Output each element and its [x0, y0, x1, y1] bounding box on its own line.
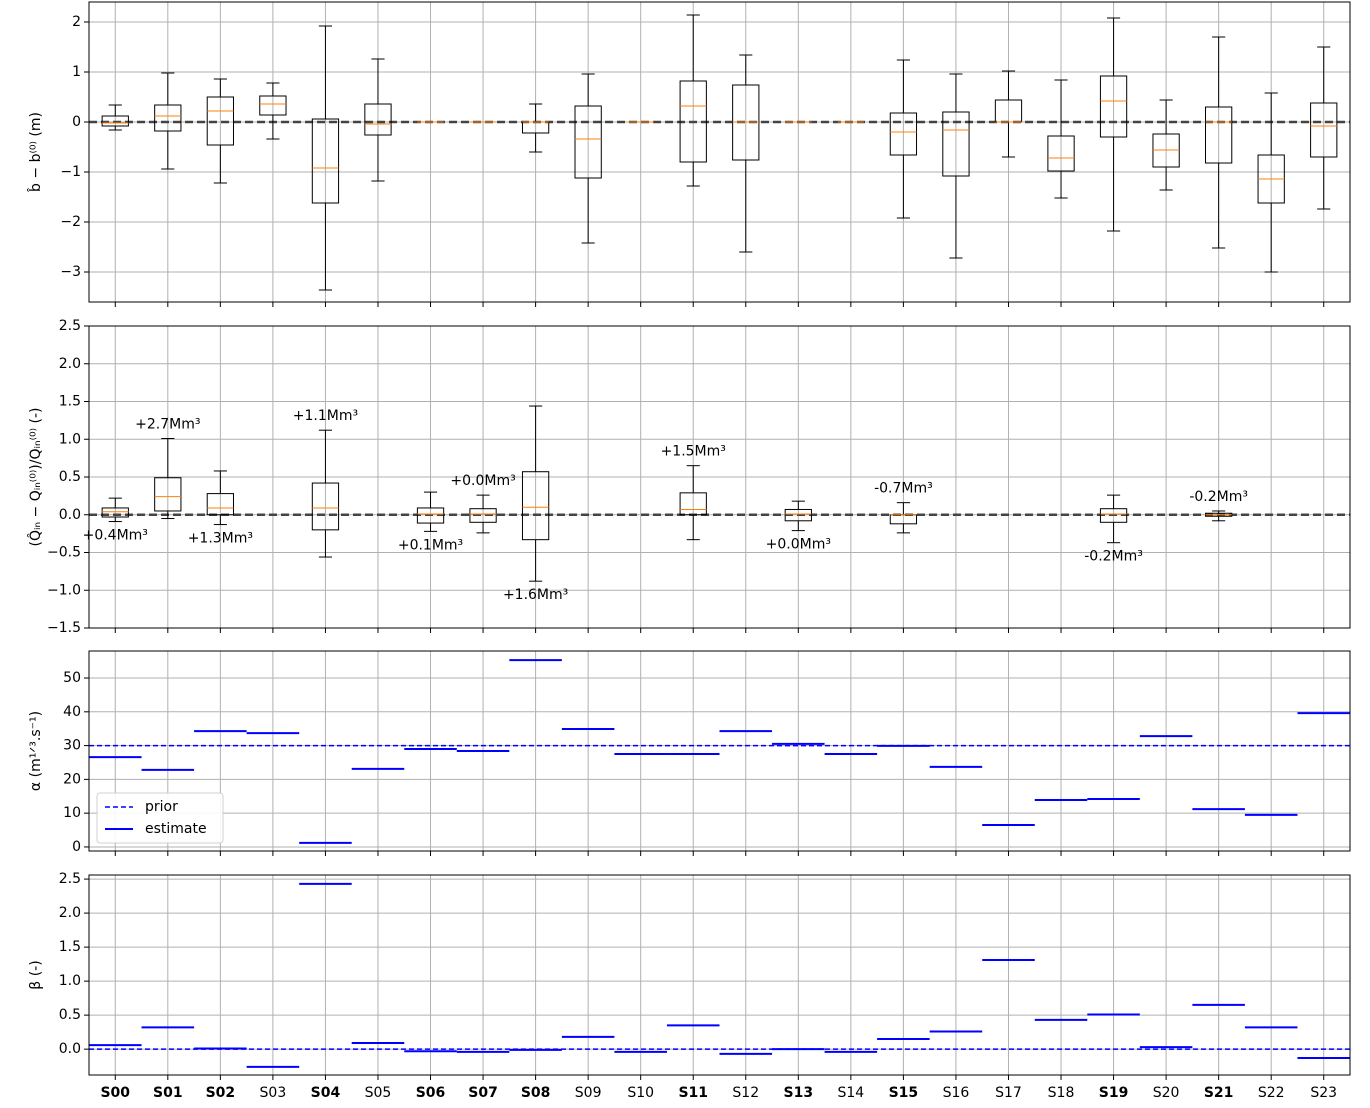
box: [889, 112, 918, 156]
legend-box: [96, 792, 224, 844]
box: [1310, 102, 1338, 158]
y-tick-label: 2.0: [59, 905, 81, 921]
y-tick-label: −1.5: [47, 620, 81, 636]
box: [206, 96, 234, 146]
y-tick-label: 0: [72, 839, 81, 855]
x-tick-label: S13: [784, 1085, 814, 1101]
box: [311, 118, 340, 204]
box-annotation: -0.2Mm³: [1189, 489, 1248, 505]
y-tick-label: 2.5: [59, 871, 81, 887]
y-tick-label: −2: [60, 214, 81, 230]
box: [154, 477, 182, 512]
box: [416, 507, 445, 524]
box-annotation: +2.7Mm³: [135, 416, 200, 432]
y-tick-label: 1.5: [59, 939, 81, 955]
box: [311, 482, 340, 531]
box: [101, 507, 129, 518]
x-tick-label: S23: [1310, 1085, 1337, 1101]
y-tick-label: 40: [63, 704, 81, 720]
box-annotation: +0.0Mm³: [450, 473, 515, 489]
box: [101, 115, 129, 127]
y-tick-label: 2: [72, 14, 81, 30]
x-tick-label: S11: [678, 1085, 708, 1101]
x-tick-label: S03: [260, 1085, 287, 1101]
y-tick-label: 10: [63, 805, 81, 821]
y-tick-label: 50: [63, 670, 81, 686]
y-tick-label: 1.0: [59, 431, 81, 447]
box: [1047, 135, 1075, 172]
y-tick-label: −1.0: [47, 582, 81, 598]
x-tick-label: S22: [1258, 1085, 1285, 1101]
x-tick-label: S17: [995, 1085, 1022, 1101]
box-annotation: +1.5Mm³: [661, 444, 726, 460]
y-tick-label: 0.0: [59, 1041, 81, 1057]
box: [942, 111, 970, 177]
x-tick-label: S21: [1204, 1085, 1234, 1101]
x-tick-label: S08: [521, 1085, 551, 1101]
y-tick-label: −1: [60, 164, 81, 180]
y-tick-label: 1.5: [59, 394, 81, 410]
box: [574, 105, 602, 179]
axes-frame: [88, 874, 1351, 1076]
y-tick-label: 0.0: [59, 507, 81, 523]
x-tick-label: S15: [889, 1085, 919, 1101]
x-tick-label: S04: [311, 1085, 341, 1101]
box: [1205, 106, 1233, 164]
box: [679, 492, 707, 516]
box: [679, 80, 707, 163]
y-axis-label: (Q̂ᵢₙ − Qᵢₙ⁽⁰⁾)/Qᵢₙ⁽⁰⁾ (-): [27, 408, 44, 547]
x-tick-label: S16: [943, 1085, 970, 1101]
x-tick-label: S09: [575, 1085, 602, 1101]
x-tick-label: S02: [206, 1085, 236, 1101]
x-tick-label: S05: [365, 1085, 392, 1101]
y-tick-label: 1.0: [59, 973, 81, 989]
y-tick-label: 2.5: [59, 318, 81, 334]
axes-frame: [88, 325, 1351, 629]
y-tick-label: 0: [72, 114, 81, 130]
y-tick-label: 0.5: [59, 1007, 81, 1023]
box: [521, 471, 550, 541]
axes-frame: [88, 1, 1351, 303]
box: [1099, 508, 1128, 523]
box: [469, 508, 497, 523]
x-tick-label: S01: [153, 1085, 183, 1101]
x-tick-label: S18: [1048, 1085, 1075, 1101]
y-tick-label: 0.5: [59, 469, 81, 485]
box-annotation: +1.6Mm³: [503, 587, 568, 603]
box-annotation: -0.2Mm³: [1084, 549, 1143, 565]
legend-label: prior: [145, 799, 178, 815]
x-tick-label: S10: [627, 1085, 654, 1101]
y-tick-label: −3: [60, 264, 81, 280]
box-annotation: +1.1Mm³: [293, 408, 358, 424]
y-tick-label: −0.5: [47, 545, 81, 561]
y-tick-label: 2.0: [59, 356, 81, 372]
box: [206, 493, 234, 516]
y-axis-label: β (-): [28, 960, 44, 989]
box-annotation: +1.3Mm³: [188, 531, 253, 547]
x-tick-label: S19: [1099, 1085, 1129, 1101]
y-tick-label: 1: [72, 64, 81, 80]
box-annotation: +0.0Mm³: [766, 537, 831, 553]
x-tick-label: S12: [732, 1085, 759, 1101]
box: [364, 103, 392, 136]
box: [259, 95, 287, 116]
box: [1099, 75, 1128, 138]
x-tick-label: S20: [1153, 1085, 1180, 1101]
legend-label: estimate: [145, 821, 207, 837]
box-annotation: +0.1Mm³: [398, 537, 463, 553]
x-tick-label: S06: [416, 1085, 446, 1101]
box-annotation: -0.7Mm³: [874, 481, 933, 497]
y-axis-label: α (m¹ᐟ³.s⁻¹): [28, 711, 44, 791]
y-tick-label: 20: [63, 771, 81, 787]
y-tick-label: 30: [63, 738, 81, 754]
x-tick-label: S14: [838, 1085, 865, 1101]
x-tick-label: S00: [100, 1085, 130, 1101]
box: [784, 508, 812, 522]
box: [154, 104, 182, 132]
box-annotation: +0.4Mm³: [83, 528, 148, 544]
y-axis-label: b̂ − b⁽⁰⁾ (m): [27, 112, 44, 193]
x-tick-label: S07: [468, 1085, 498, 1101]
axes-frame: [88, 650, 1351, 852]
